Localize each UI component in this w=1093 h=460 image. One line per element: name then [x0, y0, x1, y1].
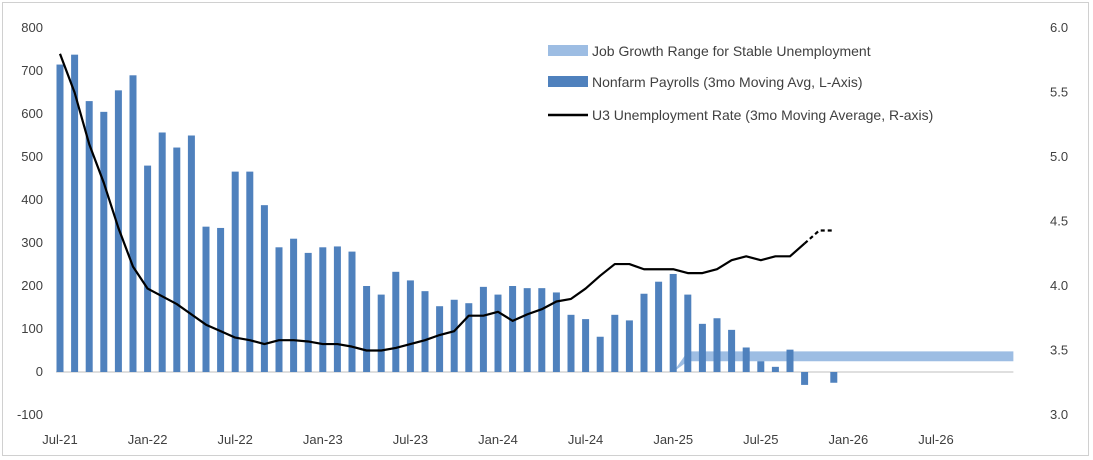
right-tick-label: 5.5: [1050, 85, 1068, 100]
payroll-bar-2022-01: [144, 165, 152, 372]
payroll-bar-2024-08: [596, 336, 604, 372]
left-tick-label: 400: [21, 192, 43, 207]
payroll-bar-2025-03: [698, 323, 706, 372]
left-tick-label: 700: [21, 63, 43, 78]
right-tick-label: 5.0: [1050, 149, 1068, 164]
payroll-bar-2024-05: [552, 292, 560, 372]
payroll-bar-2025-05: [728, 329, 736, 372]
payroll-bar-2025-10: [801, 372, 809, 385]
payroll-bar-2023-05: [377, 294, 385, 372]
payroll-bar-2023-02: [333, 246, 341, 372]
unemployment-line: [58, 53, 806, 352]
payroll-bar-2021-07: [56, 64, 64, 373]
unemployment-line-group: [58, 53, 834, 352]
x-tick-label: Jul-23: [393, 432, 428, 447]
left-tick-label: 500: [21, 149, 43, 164]
legend-label-unemployment: U3 Unemployment Rate (3mo Moving Average…: [592, 107, 933, 123]
payroll-bar-2023-12: [479, 286, 487, 372]
payroll-bar-2022-04: [187, 135, 195, 372]
payroll-bar-2025-06: [742, 347, 750, 372]
x-tick-label: Jul-26: [918, 432, 953, 447]
x-tick-label: Jan-26: [829, 432, 869, 447]
payroll-bar-2022-06: [217, 227, 225, 372]
payroll-bar-2022-05: [202, 226, 210, 372]
range-band-group: [673, 351, 1014, 372]
payroll-bar-2022-08: [246, 171, 254, 372]
payroll-bar-2024-01: [494, 294, 502, 372]
payroll-bar-2024-10: [625, 320, 633, 372]
legend: Job Growth Range for Stable Unemployment…: [548, 43, 933, 123]
payroll-bar-2023-01: [319, 247, 327, 372]
payroll-bar-2022-11: [290, 238, 298, 372]
payroll-bar-2024-02: [509, 286, 517, 372]
payroll-bar-2024-12: [655, 281, 663, 372]
legend-swatch-payrolls: [548, 76, 588, 87]
x-tick-label: Jul-25: [743, 432, 778, 447]
left-axis-ticks: -100 0 100 200 300 400 500 600 700 800: [17, 20, 43, 422]
legend-label-range: Job Growth Range for Stable Unemployment: [592, 43, 871, 59]
payroll-bar-2024-03: [523, 288, 531, 372]
payroll-bar-2023-06: [392, 271, 400, 372]
payroll-bar-2022-07: [231, 171, 239, 372]
payroll-bar-2024-09: [611, 314, 619, 372]
payroll-bar-2023-11: [465, 303, 473, 372]
x-tick-label: Jul-22: [217, 432, 252, 447]
payroll-bar-2022-09: [260, 205, 268, 372]
payroll-bar-2022-12: [304, 252, 312, 372]
payroll-bar-2021-12: [129, 75, 137, 373]
left-tick-label: 100: [21, 321, 43, 336]
payroll-bar-2023-03: [348, 251, 356, 372]
payroll-bar-2024-04: [538, 288, 546, 372]
payroll-bar-2025-01: [669, 273, 677, 372]
payroll-bar-2024-07: [582, 319, 590, 372]
x-tick-label: Jan-23: [303, 432, 343, 447]
payroll-bar-2023-09: [436, 306, 444, 372]
payroll-bar-2025-07: [757, 361, 765, 372]
legend-label-payrolls: Nonfarm Payrolls (3mo Moving Avg, L-Axis…: [592, 74, 863, 90]
payroll-bar-2024-06: [567, 314, 575, 372]
payroll-bar-2021-10: [100, 111, 108, 372]
payroll-bar-2025-12: [830, 372, 838, 383]
payroll-bar-2022-10: [275, 247, 283, 372]
legend-swatch-range: [548, 45, 588, 56]
x-tick-label: Jan-22: [128, 432, 168, 447]
payroll-bar-2023-04: [363, 286, 371, 372]
payroll-bar-2024-11: [640, 293, 648, 372]
x-axis-ticks: Jul-21 Jan-22 Jul-22 Jan-23 Jul-23 Jan-24 Jul-…: [42, 432, 953, 447]
right-tick-label: 6.0: [1050, 20, 1068, 35]
payroll-bar-2023-07: [406, 280, 414, 372]
right-tick-label: 4.0: [1050, 278, 1068, 293]
x-tick-label: Jul-21: [42, 432, 77, 447]
payroll-bar-2025-09: [786, 349, 794, 372]
left-tick-label: 600: [21, 106, 43, 121]
stable-unemployment-range-band: [673, 351, 1014, 372]
x-tick-label: Jan-24: [478, 432, 518, 447]
payroll-bar-2025-02: [684, 294, 692, 372]
payroll-bars-group: [56, 54, 838, 385]
payroll-bar-2023-08: [421, 291, 429, 372]
left-tick-label: 800: [21, 20, 43, 35]
payroll-bar-2023-10: [450, 299, 458, 372]
right-axis-ticks: 3.0 3.5 4.0 4.5 5.0 5.5 6.0: [1050, 20, 1068, 422]
left-tick-label: 0: [36, 364, 43, 379]
right-tick-label: 4.5: [1050, 214, 1068, 229]
right-tick-label: 3.5: [1050, 343, 1068, 358]
payroll-bar-2021-09: [85, 101, 93, 372]
unemployment-line-dashed: [803, 229, 834, 245]
payroll-bar-2025-08: [771, 366, 779, 372]
payroll-bar-2022-02: [158, 132, 166, 372]
payroll-bar-2022-03: [173, 147, 181, 372]
payroll-bar-2021-08: [71, 54, 79, 372]
x-tick-label: Jan-25: [653, 432, 693, 447]
left-tick-label: 200: [21, 278, 43, 293]
payroll-bar-2025-04: [713, 318, 721, 372]
left-tick-label: 300: [21, 235, 43, 250]
x-tick-label: Jul-24: [568, 432, 603, 447]
left-tick-label: -100: [17, 407, 43, 422]
payroll-bar-2021-11: [114, 90, 122, 372]
right-tick-label: 3.0: [1050, 407, 1068, 422]
